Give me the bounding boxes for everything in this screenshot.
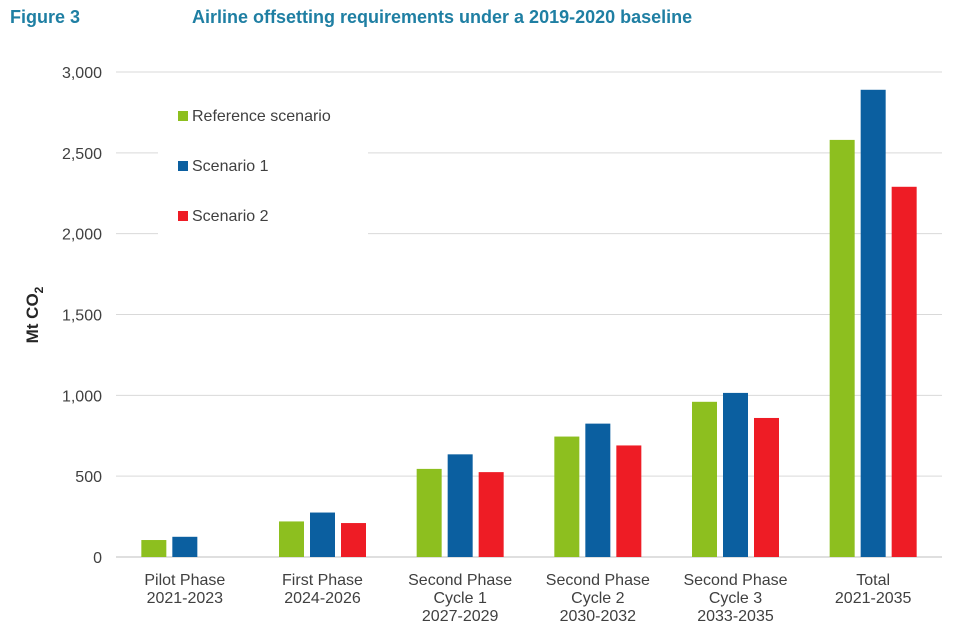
bar-scenario-1: [172, 536, 198, 557]
bar-scenario-1: [310, 512, 335, 557]
bar-scenario-2: [341, 523, 366, 557]
legend-swatch: [178, 211, 188, 221]
y-axis: 0 500 1,000 1,500 2,000 2,500 3,000: [62, 65, 102, 567]
y-axis-label-subscript: 2: [32, 286, 46, 293]
y-tick-label: 3,000: [62, 65, 102, 82]
chart-title: Airline offsetting requirements under a …: [192, 7, 693, 27]
figure-label: Figure 3: [10, 7, 81, 27]
y-tick-label: 2,000: [62, 227, 102, 244]
bar-scenario-1: [447, 454, 473, 557]
y-tick-label: 2,500: [62, 146, 102, 163]
bar-scenario-2: [891, 186, 917, 558]
legend-background: [158, 96, 368, 236]
legend-swatch: [178, 111, 188, 121]
y-axis-label-main: Mt CO: [23, 293, 42, 343]
bar-scenario-2: [478, 472, 504, 557]
bar-scenario-1: [860, 89, 886, 558]
legend-entry: Scenario 2: [192, 208, 269, 225]
bar-scenario-1: [585, 423, 611, 557]
bar-reference-scenario: [692, 401, 717, 557]
legend: Reference scenario Scenario 1 Scenario 2: [158, 96, 368, 236]
y-tick-label: 1,000: [62, 388, 102, 405]
y-tick-label: 1,500: [62, 308, 102, 325]
bar-reference-scenario: [416, 468, 442, 557]
legend-swatch: [178, 161, 188, 171]
x-category-label: Second Phase Cycle 3 2033-2035: [683, 572, 787, 625]
x-category-label: First Phase 2024-2026: [282, 572, 363, 607]
bar-reference-scenario: [829, 139, 855, 557]
bars: [141, 89, 917, 558]
bar-scenario-2: [616, 445, 642, 557]
y-tick-label: 0: [93, 550, 102, 567]
legend-entry: Reference scenario: [192, 108, 331, 125]
bar-scenario-2: [754, 417, 779, 557]
bar-reference-scenario: [141, 540, 167, 557]
x-category-label: Total 2021-2035: [835, 572, 912, 607]
x-category-label: Pilot Phase 2021-2023: [144, 572, 225, 607]
bar-scenario-1: [723, 392, 748, 557]
x-category-label: Second Phase Cycle 2 2030-2032: [546, 572, 650, 625]
bar-reference-scenario: [554, 436, 580, 557]
bar-reference-scenario: [279, 521, 304, 557]
legend-entry: Scenario 1: [192, 158, 269, 175]
y-tick-label: 500: [75, 469, 102, 486]
x-category-label: Second Phase Cycle 1 2027-2029: [408, 572, 512, 625]
x-axis-categories: Pilot Phase 2021-2023 First Phase 2024-2026…: [144, 572, 911, 625]
y-axis-label: Mt CO2: [23, 286, 46, 343]
